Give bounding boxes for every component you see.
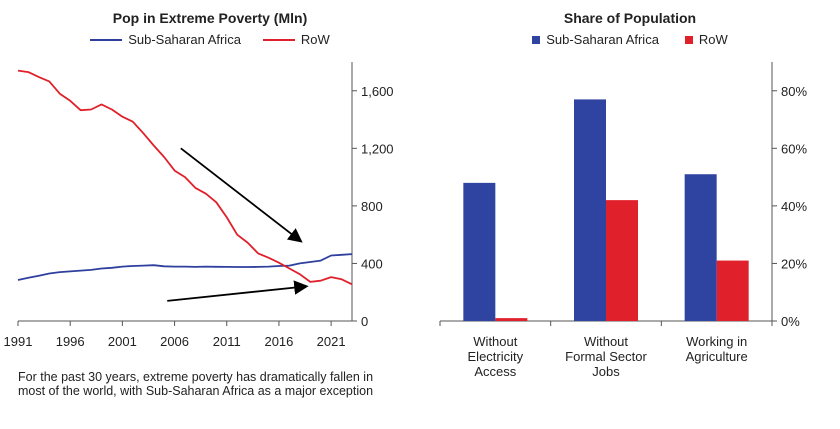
line-chart-plot: 0 400 800 1,200 1,600 1991 1996 2001 2006 2011 201… bbox=[4, 62, 394, 349]
legend-swatch-ssa bbox=[90, 38, 123, 41]
bar-category-label: Without Formal Sector Jobs bbox=[565, 334, 647, 379]
bar-chart-title: Share of Population bbox=[563, 10, 697, 26]
legend-label-row: RoW bbox=[300, 32, 330, 47]
bar-y-tick-label: 20% bbox=[781, 256, 807, 271]
legend-label-bar-row: RoW bbox=[698, 32, 728, 47]
line-x-tick-label: 1996 bbox=[56, 334, 85, 349]
line-y-tick-label: 1,600 bbox=[361, 84, 394, 99]
bar-category-label-line: Agriculture bbox=[686, 349, 748, 364]
line-x-tick-label: 2006 bbox=[160, 334, 189, 349]
bar-category-label-line: Jobs bbox=[592, 364, 620, 379]
line-chart-legend: Sub-Saharan Africa RoW bbox=[0, 32, 420, 47]
legend-label-bar-ssa: Sub-Saharan Africa bbox=[546, 32, 659, 47]
poverty-line-chart: Pop in Extreme Poverty (Mln) Sub-Saharan… bbox=[0, 10, 420, 398]
line-y-tick-label: 1,200 bbox=[361, 141, 394, 156]
line-chart-title: Pop in Extreme Poverty (Mln) bbox=[112, 10, 308, 26]
line-x-tick-label: 2001 bbox=[108, 334, 137, 349]
bar-category-label-line: Without bbox=[584, 334, 628, 349]
bar-chart-legend: Sub-Saharan Africa RoW bbox=[420, 32, 840, 47]
legend-swatch-bar-row bbox=[684, 35, 693, 44]
line-x-tick-label: 1991 bbox=[4, 334, 33, 349]
bar-row bbox=[606, 200, 638, 321]
bar-y-tick-label: 0% bbox=[781, 314, 800, 329]
annotation-arrow-1 bbox=[180, 147, 303, 243]
bar-category-label-line: Electricity bbox=[468, 349, 524, 364]
legend-swatch-bar-ssa bbox=[532, 35, 541, 44]
line-x-tick-label: 2011 bbox=[213, 334, 241, 349]
bar-ssa bbox=[684, 174, 717, 321]
legend-item-row: RoW bbox=[262, 32, 330, 47]
bar-y-tick-label: 60% bbox=[781, 141, 807, 156]
bar-ssa bbox=[574, 99, 606, 322]
bar-y-tick-label: 40% bbox=[781, 199, 807, 214]
bar-category-label-line: Access bbox=[474, 364, 516, 379]
bar-ssa bbox=[463, 182, 496, 321]
line-x-tick-label: 2016 bbox=[264, 334, 293, 349]
annotation-arrow-2 bbox=[167, 280, 309, 302]
chart-caption: For the past 30 years, extreme poverty h… bbox=[18, 370, 374, 398]
series-line-row bbox=[17, 69, 353, 286]
line-y-tick-label: 800 bbox=[361, 199, 383, 214]
legend-item-bar-ssa: Sub-Saharan Africa bbox=[532, 32, 659, 47]
line-y-tick-label: 0 bbox=[361, 314, 368, 329]
bar-y-tick-label: 80% bbox=[781, 84, 807, 99]
legend-label-ssa: Sub-Saharan Africa bbox=[128, 32, 241, 47]
line-x-tick-label: 2021 bbox=[317, 334, 346, 349]
bar-category-label: Without Electricity Access bbox=[468, 334, 524, 379]
series-line-ssa bbox=[17, 253, 353, 281]
legend-swatch-row bbox=[262, 38, 295, 41]
line-y-tick-label: 400 bbox=[361, 256, 383, 271]
bar-row bbox=[495, 318, 528, 321]
bar-category-label-line: Without bbox=[473, 334, 517, 349]
bar-category-label-line: Formal Sector bbox=[565, 349, 647, 364]
share-bar-chart: Share of Population Sub-Saharan Africa R… bbox=[420, 0, 840, 429]
bar-chart-plot: 0%20%40%60%80%Without Electricity AccessWi… bbox=[439, 62, 807, 379]
bar-category-label-line: Working in bbox=[686, 334, 747, 349]
bar-row bbox=[716, 260, 749, 321]
legend-item-bar-row: RoW bbox=[684, 32, 728, 47]
legend-item-ssa: Sub-Saharan Africa bbox=[90, 32, 241, 47]
bar-category-label: Working in Agriculture bbox=[686, 334, 748, 364]
